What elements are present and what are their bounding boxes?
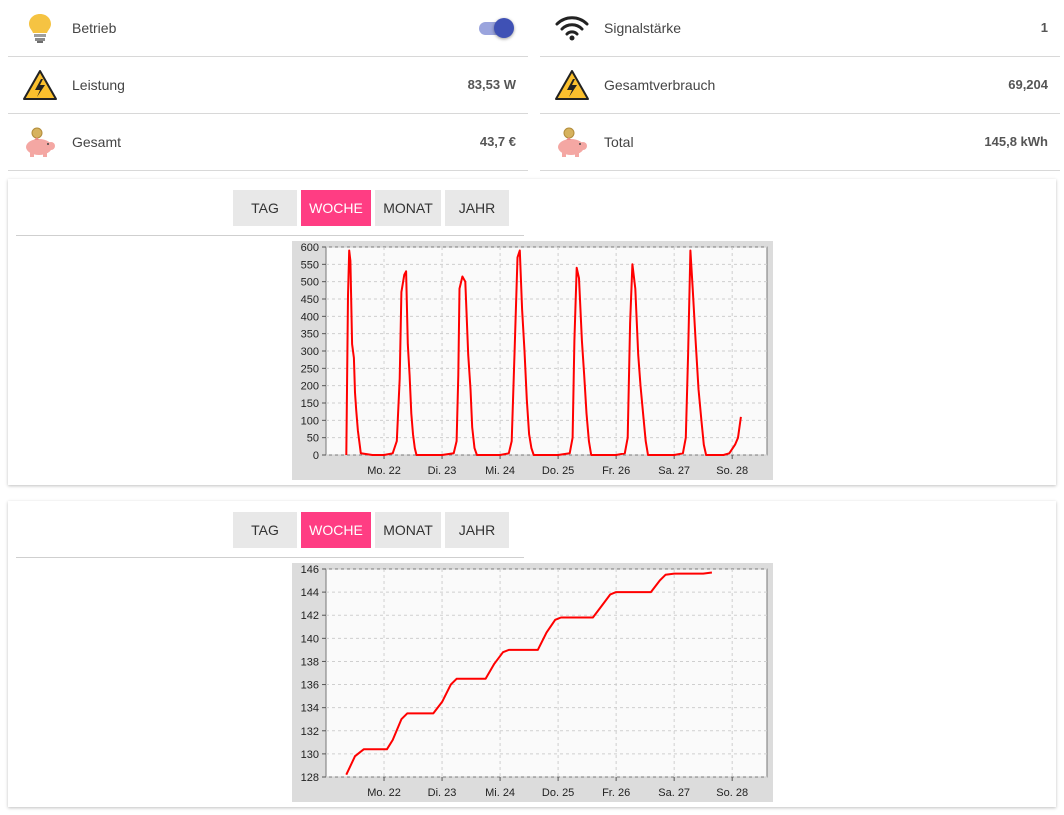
lightbulb-icon [22, 12, 58, 44]
y-tick-label: 0 [313, 450, 319, 462]
y-tick-label: 50 [307, 433, 319, 445]
tile-leistung: Leistung 83,53 W [8, 57, 528, 114]
tile-label: Signalstärke [604, 20, 682, 36]
high-voltage-warning-icon [22, 69, 58, 101]
y-tick-label: 250 [301, 363, 319, 375]
x-tick-label: Fr. 26 [602, 787, 630, 799]
y-tick-label: 450 [301, 294, 319, 306]
tile-label: Gesamt [72, 134, 122, 150]
tab-monat[interactable]: MONAT [375, 512, 441, 548]
y-tick-label: 144 [301, 587, 319, 599]
piggy-bank-icon [22, 126, 58, 158]
energy-chart-card: TAG WOCHE MONAT JAHR 128 130 132 134 136 138 1… [8, 501, 1056, 807]
high-voltage-warning-icon [554, 69, 590, 101]
y-tick-label: 134 [301, 703, 319, 715]
power-chart-svg: 0 50 100 150 200 250 300 350 400 450 500 550 600 Mo. … [301, 242, 768, 477]
left-tile-column: Betrieb Leistung 83,53 W [8, 0, 528, 171]
tile-value: 1 [1040, 20, 1048, 35]
y-tick-label: 140 [301, 633, 319, 645]
tab-jahr[interactable]: JAHR [445, 190, 509, 226]
tile-total: Total 145,8 kWh [540, 114, 1060, 171]
y-tick-label: 150 [301, 398, 319, 410]
tab-tag[interactable]: TAG [233, 512, 297, 548]
tile-label: Leistung [72, 77, 125, 93]
tile-value: 43,7 € [479, 134, 516, 149]
power-chart-card: TAG WOCHE MONAT JAHR 0 50 100 150 200 250 300 3… [8, 179, 1056, 485]
tile-gesamt: Gesamt 43,7 € [8, 114, 528, 171]
x-tick-label: Mi. 24 [485, 787, 515, 799]
y-tick-label: 400 [301, 311, 319, 323]
tab-tag[interactable]: TAG [233, 190, 297, 226]
y-tick-label: 130 [301, 749, 319, 761]
tile-betrieb: Betrieb [8, 0, 528, 57]
tile-value: 83,53 W [467, 77, 516, 92]
y-tick-label: 142 [301, 610, 319, 622]
x-tick-label: Fr. 26 [602, 465, 630, 477]
x-tick-label: Do. 25 [542, 465, 574, 477]
x-tick-label: Mo. 22 [367, 465, 401, 477]
toggle-knob [494, 18, 514, 38]
energy-chart: 128 130 132 134 136 138 140 142 144 146 Mo. 22 Di. … [292, 563, 773, 802]
x-tick-label: Do. 25 [542, 787, 574, 799]
tab-woche[interactable]: WOCHE [301, 512, 371, 548]
tile-gesamtverbrauch: Gesamtverbrauch 69,204 [540, 57, 1060, 114]
period-tabs: TAG WOCHE MONAT JAHR [233, 512, 509, 548]
y-tick-label: 136 [301, 680, 319, 692]
tile-label: Betrieb [72, 20, 117, 36]
y-tick-label: 132 [301, 726, 319, 738]
betrieb-toggle[interactable] [478, 17, 516, 39]
x-tick-label: So. 28 [716, 787, 748, 799]
right-tile-column: Signalstärke 1 Gesamtverbrauch 69,204 To… [540, 0, 1060, 171]
x-tick-label: So. 28 [716, 465, 748, 477]
x-tick-label: Mi. 24 [485, 465, 515, 477]
tile-value: 145,8 kWh [984, 134, 1048, 149]
y-tick-label: 146 [301, 564, 319, 576]
series-line [345, 249, 742, 456]
power-chart: 0 50 100 150 200 250 300 350 400 450 500 550 600 Mo. … [292, 241, 773, 480]
y-tick-label: 550 [301, 259, 319, 271]
piggy-bank-icon [554, 126, 590, 158]
wifi-signal-icon [554, 12, 590, 44]
plot-area [325, 568, 768, 778]
tile-label: Gesamtverbrauch [604, 77, 716, 93]
tile-label: Total [604, 134, 634, 150]
x-tick-label: Di. 23 [428, 787, 457, 799]
x-tick-label: Sa. 27 [658, 787, 690, 799]
tab-divider [16, 557, 524, 558]
y-tick-label: 350 [301, 329, 319, 341]
x-tick-label: Mo. 22 [367, 787, 401, 799]
y-tick-label: 300 [301, 346, 319, 358]
tab-woche[interactable]: WOCHE [301, 190, 371, 226]
series-line [345, 571, 713, 776]
y-tick-label: 200 [301, 381, 319, 393]
x-tick-label: Di. 23 [428, 465, 457, 477]
y-tick-label: 600 [301, 242, 319, 254]
tab-jahr[interactable]: JAHR [445, 512, 509, 548]
energy-chart-svg: 128 130 132 134 136 138 140 142 144 146 Mo. 22 Di. … [301, 564, 768, 799]
tile-signalstaerke: Signalstärke 1 [540, 0, 1060, 57]
y-tick-label: 128 [301, 772, 319, 784]
y-tick-label: 500 [301, 277, 319, 289]
tab-divider [16, 235, 524, 236]
x-tick-label: Sa. 27 [658, 465, 690, 477]
tile-value: 69,204 [1008, 77, 1048, 92]
tab-monat[interactable]: MONAT [375, 190, 441, 226]
y-tick-label: 100 [301, 415, 319, 427]
y-tick-label: 138 [301, 656, 319, 668]
period-tabs: TAG WOCHE MONAT JAHR [233, 190, 509, 226]
